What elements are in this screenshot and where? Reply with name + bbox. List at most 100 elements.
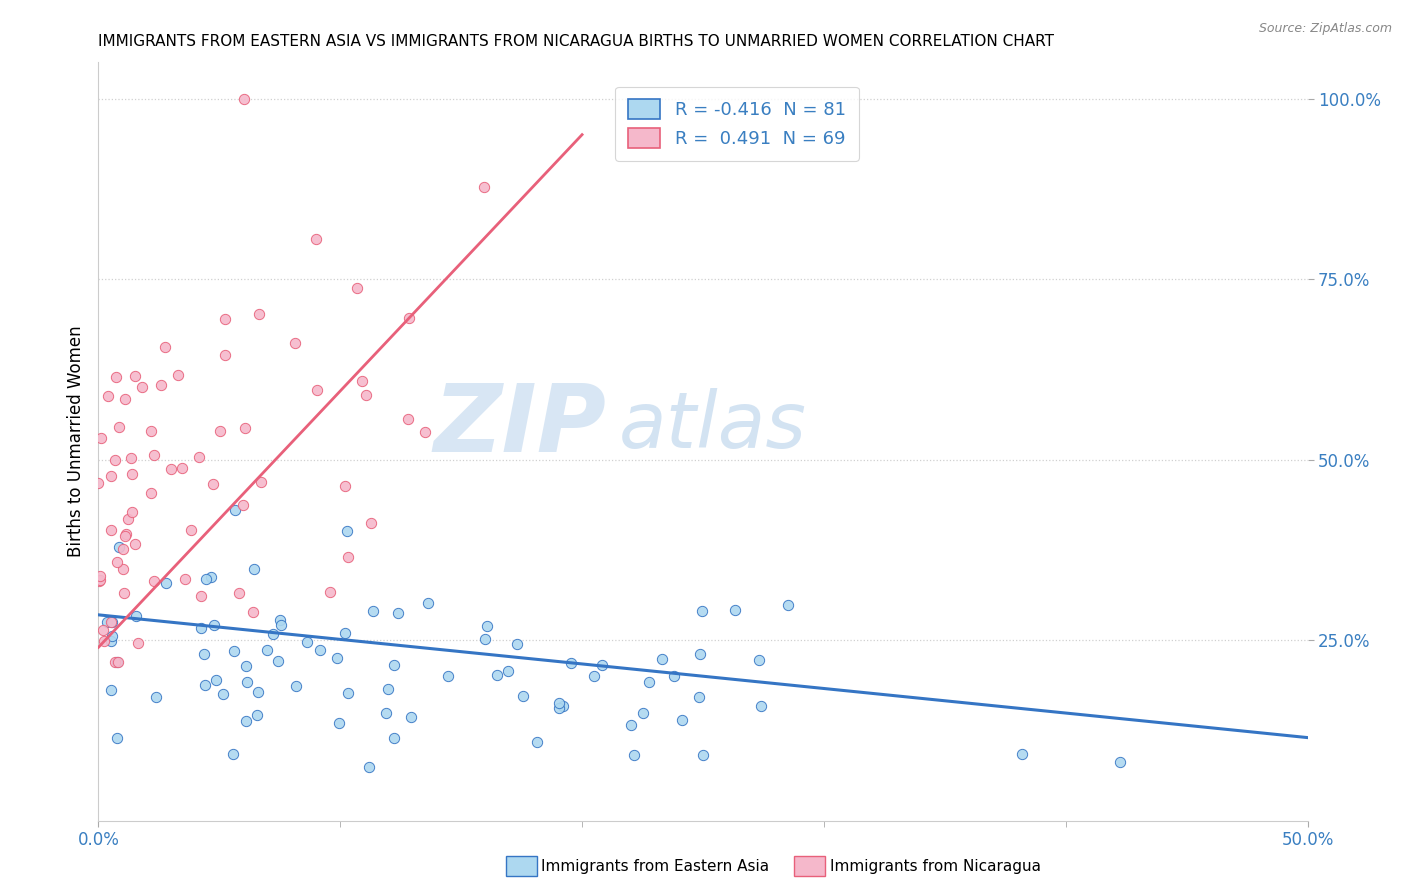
Point: [114, 392, 136, 406]
Point: [512, 690, 534, 704]
Point: [689, 647, 711, 661]
Point: [188, 450, 211, 464]
Point: [496, 665, 519, 679]
Point: [505, 637, 527, 651]
Point: [262, 626, 284, 640]
Point: [551, 698, 574, 713]
Point: [235, 659, 257, 673]
Point: [243, 561, 266, 575]
Point: [307, 384, 329, 398]
Point: [382, 731, 405, 746]
Point: [662, 669, 685, 683]
Point: [305, 232, 328, 246]
Point: [201, 477, 224, 491]
Point: [591, 658, 613, 673]
Point: [108, 419, 131, 434]
Point: [486, 668, 509, 682]
Text: Immigrants from Nicaragua: Immigrants from Nicaragua: [830, 859, 1040, 873]
Point: [548, 697, 571, 711]
Legend: R = -0.416  N = 81, R =  0.491  N = 69: R = -0.416 N = 81, R = 0.491 N = 69: [616, 87, 859, 161]
Point: [117, 512, 139, 526]
Point: [295, 634, 318, 648]
Point: [235, 714, 257, 729]
Point: [224, 503, 246, 517]
Point: [560, 657, 582, 671]
Point: [270, 618, 292, 632]
Point: [190, 620, 212, 634]
Point: [222, 747, 245, 761]
Point: [671, 713, 693, 727]
Point: [202, 617, 225, 632]
Point: [748, 653, 770, 667]
Point: [477, 618, 499, 632]
Point: [91, 624, 114, 638]
Point: [360, 516, 382, 530]
Point: [692, 747, 714, 762]
Point: [142, 574, 165, 588]
Point: [105, 555, 128, 569]
Point: [382, 657, 405, 672]
Point: [100, 615, 122, 629]
Point: [361, 604, 384, 618]
Point: [374, 706, 396, 720]
Point: [398, 310, 420, 325]
Point: [620, 717, 643, 731]
Point: [235, 675, 257, 690]
Point: [173, 572, 195, 586]
Point: [105, 731, 128, 746]
Point: [100, 523, 122, 537]
Point: [112, 562, 135, 576]
Point: [474, 632, 496, 647]
Point: [170, 461, 193, 475]
Point: [100, 634, 122, 648]
Point: [108, 540, 131, 554]
Point: [114, 527, 136, 541]
Point: [232, 499, 254, 513]
Point: [194, 678, 217, 692]
Point: [249, 475, 271, 489]
Point: [690, 604, 713, 618]
Point: [96, 615, 118, 629]
Point: [150, 378, 173, 392]
Point: [309, 643, 332, 657]
Point: [413, 425, 436, 439]
Point: [90, 431, 112, 445]
Point: [724, 603, 747, 617]
Point: [242, 605, 264, 619]
Point: [749, 698, 772, 713]
Point: [100, 615, 122, 630]
Point: [124, 537, 146, 551]
Point: [139, 424, 162, 438]
Point: [377, 682, 399, 697]
Point: [359, 759, 381, 773]
Point: [155, 576, 177, 591]
Point: [121, 505, 143, 519]
Point: [87, 475, 110, 490]
Point: [105, 370, 128, 384]
Point: [526, 734, 548, 748]
Point: [396, 411, 419, 425]
Point: [121, 467, 143, 481]
Point: [214, 311, 236, 326]
Point: [1011, 747, 1033, 762]
Point: [112, 586, 135, 600]
Point: [582, 669, 605, 683]
Point: [100, 630, 122, 644]
Point: [89, 574, 111, 589]
Point: [474, 180, 496, 194]
Point: [247, 307, 270, 321]
Point: [214, 347, 236, 361]
Point: [333, 625, 356, 640]
Point: [89, 573, 111, 587]
Point: [89, 569, 111, 583]
Point: [143, 448, 166, 462]
Point: [1108, 755, 1130, 769]
Point: [246, 685, 269, 699]
Point: [233, 91, 256, 105]
Point: [97, 389, 120, 403]
Point: [100, 682, 122, 697]
Point: [651, 652, 673, 666]
Point: [269, 613, 291, 627]
Point: [387, 606, 409, 620]
Point: [127, 636, 149, 650]
